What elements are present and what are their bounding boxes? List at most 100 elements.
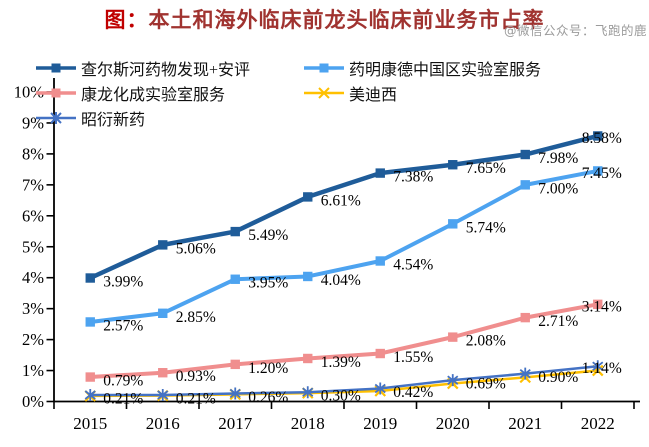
- series-line-3: [88, 168, 600, 324]
- series-4-marker-square: [85, 273, 95, 283]
- legend-label: 药明康德中国区实验室服务: [349, 62, 542, 79]
- data-label: 0.26%: [248, 389, 288, 406]
- data-label: 1.55%: [393, 349, 433, 366]
- data-label: 7.00%: [538, 180, 578, 197]
- data-label: 5.74%: [466, 219, 506, 236]
- series-2-marker-asterisk: [302, 386, 314, 399]
- data-label: 8.58%: [582, 130, 622, 147]
- series-2-marker-asterisk: [592, 360, 604, 373]
- series-4-marker-square: [520, 149, 530, 160]
- series-0-marker-square: [158, 368, 168, 378]
- data-label: 0.93%: [176, 368, 216, 385]
- x-axis-tick-label: 2021: [508, 414, 542, 433]
- series-4-marker-square: [158, 240, 168, 250]
- x-axis-tick-label: 2016: [146, 414, 180, 433]
- series-4-marker-square: [593, 131, 603, 141]
- data-label: 4.54%: [393, 256, 433, 273]
- data-label: 0.69%: [466, 376, 506, 393]
- legend-marker-asterisk-icon: [36, 112, 76, 124]
- data-label: 6.61%: [321, 192, 361, 209]
- data-label: 2.85%: [176, 309, 216, 326]
- series-4-marker-square: [303, 192, 313, 202]
- data-label: 2.08%: [466, 333, 506, 350]
- series-2-marker-asterisk: [157, 389, 169, 401]
- legend-marker-square-icon: [304, 63, 344, 73]
- series-3-marker-square: [593, 166, 603, 176]
- series-0-marker-square: [85, 372, 95, 382]
- legend-item: 昭衍新药: [36, 109, 304, 129]
- y-axis-tick-label: 5%: [22, 237, 44, 256]
- data-label: 7.45%: [582, 165, 622, 182]
- x-axis-tick-label: 2015: [73, 414, 107, 433]
- series-0-marker-square: [230, 359, 240, 370]
- chart-title-text: 本土和海外临床前龙头临床前业务市占率: [148, 8, 545, 32]
- chart-legend: 查尔斯河药物发现+安评 药明康德中国区实验室服务康龙化成实验室服务 美迪西昭衍新药: [36, 59, 542, 129]
- series-2-marker-asterisk: [374, 382, 386, 395]
- series-3-marker-square: [85, 317, 95, 327]
- data-label: 2.71%: [538, 313, 578, 330]
- series-0-marker-square: [303, 353, 313, 364]
- y-axis-tick-label: 7%: [22, 175, 44, 194]
- y-axis-tick-label: 2%: [22, 330, 44, 349]
- y-axis-tick-label: 6%: [22, 206, 44, 225]
- y-axis-tick-label: 1%: [22, 361, 44, 380]
- data-label: 5.06%: [176, 240, 216, 257]
- y-axis-tick-label: 4%: [22, 268, 44, 287]
- y-axis-tick-label: 8%: [22, 144, 44, 163]
- y-axis-tick-label: 0%: [22, 392, 44, 411]
- legend-label: 美迪西: [349, 87, 398, 104]
- data-label: 7.38%: [393, 169, 433, 186]
- legend-label: 康龙化成实验室服务: [81, 87, 226, 104]
- legend-marker-square-icon: [36, 63, 76, 73]
- data-label: 7.65%: [466, 160, 506, 177]
- data-label: 3.14%: [582, 298, 622, 315]
- data-label: 7.98%: [538, 150, 578, 167]
- data-label: 3.95%: [248, 275, 288, 292]
- series-4-marker-square: [375, 168, 385, 178]
- x-axis-tick-label: 2018: [291, 414, 325, 433]
- data-label: 3.99%: [103, 274, 143, 291]
- legend-item: 美迪西: [304, 84, 541, 104]
- legend-label: 查尔斯河药物发现+安评: [81, 62, 251, 79]
- series-3-marker-square: [520, 180, 530, 190]
- legend-item: 药明康德中国区实验室服务: [304, 59, 542, 79]
- series-3-marker-square: [230, 274, 240, 284]
- series-4-marker-square: [230, 226, 240, 237]
- data-label: 5.49%: [248, 227, 288, 244]
- chart-title: 图：本土和海外临床前龙头临床前业务市占率: [0, 4, 649, 34]
- data-label: 0.79%: [103, 373, 143, 390]
- data-label: 1.20%: [248, 360, 288, 377]
- series-2-marker-asterisk: [84, 389, 96, 401]
- series-0-marker-square: [375, 348, 385, 359]
- legend-label: 昭衍新药: [81, 112, 146, 129]
- series-3-marker-square: [303, 271, 313, 282]
- data-label: 1.39%: [321, 354, 361, 371]
- legend-marker-x-icon: [304, 87, 344, 99]
- series-3-marker-square: [448, 219, 458, 229]
- legend-item: 康龙化成实验室服务: [36, 84, 304, 104]
- data-label: 2.57%: [103, 317, 143, 334]
- series-3-marker-square: [158, 308, 168, 318]
- series-2-marker-asterisk: [229, 387, 241, 400]
- data-label: 4.04%: [321, 272, 361, 289]
- series-2-marker-asterisk: [519, 367, 531, 380]
- y-axis-tick-label: 10%: [14, 83, 45, 102]
- legend-item: 查尔斯河药物发现+安评: [36, 59, 304, 79]
- series-4-marker-square: [448, 160, 458, 170]
- data-label: 0.90%: [538, 369, 578, 386]
- data-label: 0.42%: [393, 384, 433, 401]
- series-0-marker-square: [593, 299, 603, 310]
- x-axis-tick-label: 2020: [436, 414, 470, 433]
- legend-marker-square-icon: [36, 88, 76, 98]
- data-label: 1.14%: [582, 360, 622, 377]
- chart-title-prefix: 图：: [104, 8, 149, 32]
- data-label: 0.30%: [321, 388, 361, 405]
- y-axis-tick-label: 3%: [22, 299, 44, 318]
- series-0-marker-square: [448, 332, 458, 342]
- series-0-marker-square: [520, 312, 530, 323]
- x-axis-tick-label: 2019: [363, 414, 397, 433]
- x-axis-tick-label: 2017: [218, 414, 253, 433]
- x-axis-tick-label: 2022: [581, 414, 615, 433]
